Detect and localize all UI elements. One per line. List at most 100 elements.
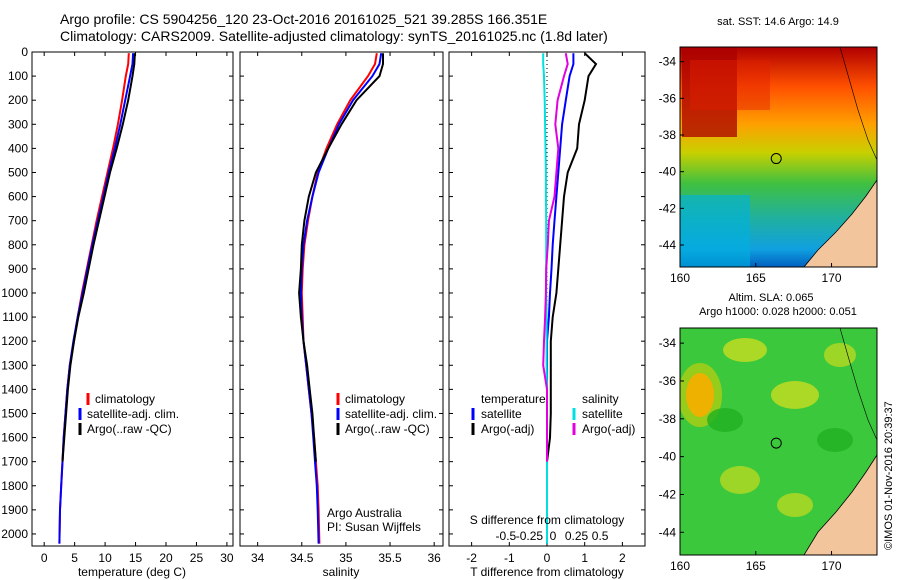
map-x-tick-label: 165 bbox=[746, 559, 766, 573]
legend-label-argo: Argo(..raw -QC) bbox=[87, 422, 172, 436]
x-tick-label: 2 bbox=[619, 551, 626, 565]
depth-tick-label: 2000 bbox=[1, 527, 28, 541]
difference-xlabel-top: S difference from climatology bbox=[470, 513, 625, 527]
x-tick-label: 36 bbox=[427, 551, 441, 565]
map-y-tick-label: -38 bbox=[659, 128, 677, 142]
annotation-argo-australia: Argo Australia bbox=[327, 506, 402, 520]
x-tick-label: 30 bbox=[220, 551, 234, 565]
sla-map-subtitle: Argo h1000: 0.028 h2000: 0.051 bbox=[699, 306, 857, 318]
sla-map-frame bbox=[679, 327, 878, 556]
salinity-axes-frame bbox=[239, 51, 444, 547]
map-y-tick-label: -44 bbox=[659, 525, 677, 539]
map-y-tick-label: -34 bbox=[659, 336, 677, 350]
map-y-tick-label: -40 bbox=[659, 450, 677, 464]
depth-tick-label: 1900 bbox=[1, 503, 28, 517]
legend-label-t-satellite: satellite bbox=[481, 407, 522, 421]
map-y-tick-label: -34 bbox=[659, 55, 677, 69]
sst-land-south-island bbox=[803, 179, 877, 267]
chart-title-line1: Argo profile: CS 5904256_120 23-Oct-2016… bbox=[60, 11, 548, 27]
x-tick-label: 5 bbox=[71, 551, 78, 565]
x-tick-label: 10 bbox=[98, 551, 112, 565]
depth-tick-label: 1500 bbox=[1, 406, 28, 420]
sla-coastline bbox=[839, 328, 877, 441]
difference-panel: -2 -1 0 1 2 S difference from climatology T … bbox=[448, 51, 646, 579]
difference-legend: temperature satellite Argo(-adj) salinit… bbox=[471, 392, 635, 436]
x-tick-label: 20 bbox=[159, 551, 173, 565]
difference-ticks: -2 -1 0 1 2 bbox=[466, 52, 626, 565]
depth-tick-labels: 0 100 200 300 400 500 600 700 800 900 1000 1100 1200… bbox=[1, 45, 28, 541]
depth-tick-label: 1100 bbox=[2, 310, 28, 324]
map-x-tick-label: 160 bbox=[670, 559, 690, 573]
salinity-ticks: 34 34.5 35 35.5 36 bbox=[251, 52, 441, 565]
map-y-tick-label: -44 bbox=[659, 238, 677, 252]
legend-label-satellite: satellite-adj. clim. bbox=[345, 407, 437, 421]
x-tick-label: 34.5 bbox=[290, 551, 314, 565]
s-diff-tick-label: -0.5 bbox=[496, 529, 517, 543]
annotation-pi: PI: Susan Wijffels bbox=[327, 520, 421, 534]
salinity-xlabel: salinity bbox=[323, 565, 360, 579]
x-tick-label: 35.5 bbox=[378, 551, 402, 565]
depth-tick-label: 900 bbox=[8, 262, 28, 276]
map-x-tick-label: 160 bbox=[670, 271, 690, 285]
depth-tick-label: 300 bbox=[8, 117, 28, 131]
difference-series bbox=[542, 52, 598, 544]
depth-tick-label: 1800 bbox=[1, 479, 28, 493]
depth-tick-label: 600 bbox=[8, 190, 28, 204]
sst-warm-patch-2 bbox=[690, 60, 770, 110]
depth-tick-label: 1700 bbox=[1, 455, 28, 469]
legend-label-t-argo: Argo(-adj) bbox=[481, 422, 534, 436]
difference-xlabel: T difference from climatology bbox=[470, 565, 624, 579]
sst-map-ticks: 160 165 170 -34 -36 -38 -40 -42 -44 bbox=[659, 55, 842, 285]
sla-high-patch-halo bbox=[680, 363, 722, 427]
sst-map-frame bbox=[679, 46, 878, 268]
sla-map-ticks: 160 165 170 -34 -36 -38 -40 -42 -44 bbox=[659, 336, 842, 573]
legend-label-argo: Argo(..raw -QC) bbox=[345, 422, 430, 436]
sst-cool-patch bbox=[680, 195, 750, 267]
x-tick-label: -1 bbox=[504, 551, 515, 565]
depth-tick-label: 1000 bbox=[1, 286, 28, 300]
series-line-climatology bbox=[58, 53, 130, 544]
sst-map-title: sat. SST: 14.6 Argo: 14.9 bbox=[717, 16, 839, 28]
legend-label-climatology: climatology bbox=[95, 392, 155, 406]
sla-map-panel: Altim. SLA: 0.065 Argo h1000: 0.028 h200… bbox=[659, 292, 878, 573]
sla-land-south-island bbox=[803, 454, 877, 555]
sla-patch-2 bbox=[771, 381, 819, 409]
depth-tick-label: 1200 bbox=[1, 334, 28, 348]
sla-low-patch-2 bbox=[817, 428, 853, 452]
legend-heading-temperature: temperature bbox=[481, 392, 546, 406]
salinity-panel: 34 34.5 35 35.5 36 salinity climatology sate… bbox=[239, 51, 444, 579]
sst-coastline bbox=[839, 47, 877, 161]
x-tick-label: 25 bbox=[190, 551, 204, 565]
depth-tick-label: 100 bbox=[8, 69, 28, 83]
argo-location-marker bbox=[770, 437, 782, 449]
depth-tick-label: 1300 bbox=[1, 358, 28, 372]
map-y-tick-label: -42 bbox=[659, 487, 677, 501]
sla-patch-5 bbox=[824, 343, 856, 367]
argo-location-marker bbox=[770, 153, 782, 165]
depth-tick-label: 800 bbox=[8, 238, 28, 252]
temperature-series bbox=[58, 53, 136, 544]
depth-tick-label: 1600 bbox=[1, 431, 28, 445]
temperature-xlabel: temperature (deg C) bbox=[78, 565, 186, 579]
temperature-panel: 0100200300400500600700800900100011001200… bbox=[1, 45, 234, 579]
series-line-argo-raw-qc- bbox=[61, 53, 136, 462]
sst-map-panel: sat. SST: 14.6 Argo: 14.9 160 165 170 -34 -3… bbox=[659, 16, 878, 285]
map-x-tick-label: 170 bbox=[822, 271, 842, 285]
difference-top-tick-labels: -0.5 -0.25 0 0.25 0.5 bbox=[496, 529, 609, 543]
depth-tick-label: 200 bbox=[8, 93, 28, 107]
x-tick-label: 15 bbox=[129, 551, 143, 565]
sla-patch-3 bbox=[720, 466, 760, 494]
map-x-tick-label: 170 bbox=[822, 559, 842, 573]
footer-timestamp: ©IMOS 01-Nov-2016 20:39:37 bbox=[883, 401, 895, 550]
legend-label-s-argo: Argo(-adj) bbox=[582, 422, 635, 436]
x-tick-label: -2 bbox=[466, 551, 477, 565]
legend-label-climatology: climatology bbox=[345, 392, 405, 406]
map-y-tick-label: -38 bbox=[659, 412, 677, 426]
series-line-t-satellite bbox=[546, 53, 575, 544]
s-diff-tick-label: 0 bbox=[550, 529, 557, 543]
sla-patch-4 bbox=[777, 493, 813, 517]
map-x-tick-label: 165 bbox=[746, 271, 766, 285]
map-y-tick-label: -40 bbox=[659, 165, 677, 179]
x-tick-label: 1 bbox=[581, 551, 588, 565]
s-diff-tick-label: 0.25 bbox=[565, 529, 589, 543]
